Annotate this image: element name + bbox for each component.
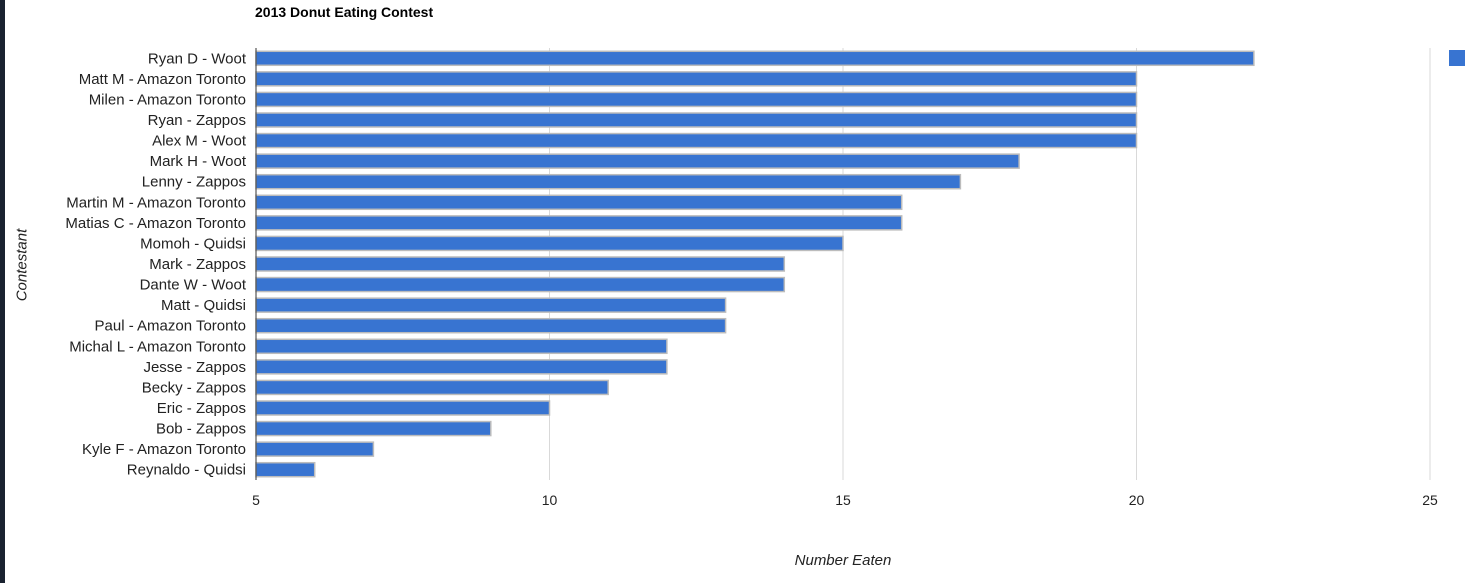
- bar[interactable]: [256, 319, 726, 333]
- tick-labels: 5 10 15 20 25: [252, 492, 1438, 508]
- x-tick-label: 10: [542, 492, 558, 508]
- bar[interactable]: [256, 380, 608, 394]
- category-label: Momoh - Quidsi: [140, 235, 246, 252]
- category-label: Alex M - Woot: [152, 133, 247, 150]
- category-label: Paul - Amazon Toronto: [95, 318, 246, 335]
- bar[interactable]: [256, 92, 1137, 106]
- bar[interactable]: [256, 216, 902, 230]
- bar[interactable]: [256, 422, 491, 436]
- bar[interactable]: [256, 257, 784, 271]
- bar[interactable]: [256, 134, 1137, 148]
- x-tick-label: 15: [835, 492, 851, 508]
- bar[interactable]: [256, 360, 667, 374]
- category-label: Lenny - Zappos: [142, 174, 246, 191]
- category-label: Ryan D - Woot: [148, 50, 247, 67]
- category-label: Dante W - Woot: [140, 277, 247, 294]
- category-label: Matt M - Amazon Toronto: [79, 71, 246, 88]
- category-label: Ryan - Zappos: [148, 112, 246, 129]
- bar[interactable]: [256, 72, 1137, 86]
- category-label: Mark - Zappos: [149, 256, 246, 273]
- bar[interactable]: [256, 113, 1137, 127]
- bar[interactable]: [256, 195, 902, 209]
- x-tick-label: 25: [1422, 492, 1438, 508]
- category-label: Milen - Amazon Toronto: [89, 91, 246, 108]
- category-label: Eric - Zappos: [157, 400, 246, 417]
- category-label: Michal L - Amazon Toronto: [69, 338, 246, 355]
- bar[interactable]: [256, 298, 726, 312]
- bar[interactable]: [256, 278, 784, 292]
- category-label: Matt - Quidsi: [161, 297, 246, 314]
- bar[interactable]: [256, 175, 960, 189]
- category-label: Kyle F - Amazon Toronto: [82, 441, 246, 458]
- bar[interactable]: [256, 463, 315, 477]
- category-label: Reynaldo - Quidsi: [127, 462, 246, 479]
- bar[interactable]: [256, 236, 843, 250]
- category-label: Becky - Zappos: [142, 379, 246, 396]
- bar[interactable]: [256, 442, 373, 456]
- category-label: Bob - Zappos: [156, 421, 246, 438]
- bar[interactable]: [256, 51, 1254, 65]
- category-label: Martin M - Amazon Toronto: [66, 194, 246, 211]
- category-label: Jesse - Zappos: [143, 359, 246, 376]
- bar[interactable]: [256, 154, 1019, 168]
- category-labels: Ryan D - Woot Matt M - Amazon Toronto Mile…: [65, 50, 246, 478]
- x-tick-label: 20: [1129, 492, 1145, 508]
- bar[interactable]: [256, 339, 667, 353]
- category-label: Matias C - Amazon Toronto: [65, 215, 246, 232]
- bars: [256, 51, 1254, 476]
- bar[interactable]: [256, 401, 550, 415]
- x-tick-label: 5: [252, 492, 260, 508]
- category-label: Mark H - Woot: [150, 153, 247, 170]
